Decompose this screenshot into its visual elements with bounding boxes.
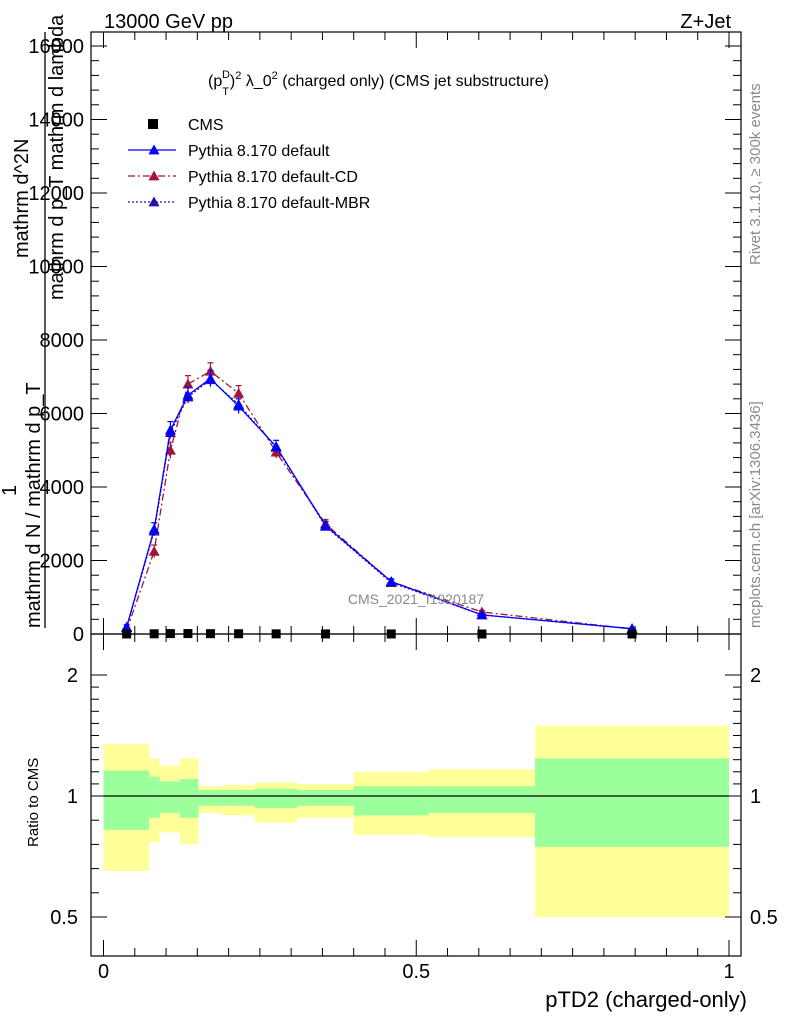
stat-uncertainty-band: [254, 788, 298, 809]
title-sup-2b: 2: [272, 70, 278, 82]
data-point-triangle: [204, 373, 216, 383]
process-label: Z+Jet: [680, 11, 731, 33]
legend-label: Pythia 8.170 default-MBR: [188, 195, 370, 212]
y-tick-label: 8000: [40, 330, 85, 352]
ratio-y-tick-label: 2: [67, 665, 78, 687]
legend: CMS Pythia 8.170 default Pythia 8.170 defa…: [128, 117, 370, 212]
y-label-prefactor-num: 1: [0, 485, 21, 496]
ratio-y-tick-label-right: 1: [750, 786, 761, 808]
stat-uncertainty-band: [198, 789, 223, 806]
title-sup-2a: 2: [235, 70, 241, 82]
y-label-numerator: mathrm d^2N: [11, 139, 33, 258]
data-point-triangle: [148, 545, 160, 556]
y-tick-label: 0: [73, 624, 84, 646]
title-sup-d: D: [222, 69, 230, 81]
title-close: ): [230, 73, 235, 90]
ratio-y-tick-label-right: 2: [750, 665, 761, 687]
y-tick-label: 14000: [28, 110, 84, 132]
y-tick-label: 12000: [28, 183, 84, 205]
y-tick-label: 2000: [40, 551, 85, 573]
data-point-triangle: [148, 523, 160, 534]
y-tick-label: 16000: [28, 36, 84, 58]
stat-uncertainty-band: [353, 786, 429, 816]
data-point-triangle: [164, 424, 176, 435]
legend-marker-triangle: [148, 196, 160, 207]
title-open: (p: [208, 73, 222, 90]
y-label-prefactor-den: mathrm d N / mathrm d p_T: [23, 382, 45, 628]
stat-uncertainty-band: [428, 786, 536, 813]
stat-uncertainty-band: [103, 770, 150, 830]
x-tick-label: 0: [98, 961, 109, 983]
legend-marker-triangle: [148, 170, 160, 181]
stat-uncertainty-band: [297, 789, 354, 806]
stat-uncertainty-band: [179, 779, 199, 818]
data-point-triangle: [270, 441, 282, 451]
legend-marker-square: [148, 119, 158, 129]
stat-uncertainty-band: [159, 781, 180, 813]
x-axis-label: pTD2 (charged-only): [545, 987, 747, 1012]
ratio-panel-axes: 0.5 0.5 1 1 2 2 0 0.5 1: [50, 633, 778, 983]
mcplots-reference-label: mcplots.cern.ch [arXiv:1306.3436]: [747, 401, 764, 628]
title-rest: (charged only) (CMS jet substructure): [278, 73, 549, 90]
y-tick-label: 4000: [40, 477, 85, 499]
ratio-y-tick-label: 1: [67, 786, 78, 808]
y-label-denominator: mathrm d p_T mathrm d lambda: [46, 14, 68, 300]
y-axis-label: mathrm d^2N mathrm d p_T mathrm d lambda…: [0, 14, 68, 628]
analysis-watermark: CMS_2021_I1920187: [348, 591, 484, 607]
data-point-triangle: [320, 520, 332, 530]
data-point-triangle: [121, 621, 133, 632]
stat-uncertainty-band: [149, 776, 160, 818]
legend-label: Pythia 8.170 default-CD: [188, 169, 358, 186]
x-tick-label: 0.5: [402, 961, 430, 983]
data-point-triangle: [233, 400, 245, 411]
ratio-y-tick-label: 0.5: [50, 907, 78, 929]
data-point-triangle: [182, 378, 194, 389]
y-tick-label: 6000: [40, 404, 85, 426]
stat-uncertainty-band: [222, 789, 255, 806]
ratio-y-tick-label-right: 0.5: [750, 907, 778, 929]
top-panel-axes: 0 2000 4000 6000 8000 10000 12000 14000 16000: [28, 31, 742, 646]
legend-label: CMS: [188, 117, 224, 134]
data-point-triangle: [476, 609, 488, 620]
ratio-panel-bands: [103, 725, 729, 917]
title-sub-t: T: [222, 86, 229, 98]
rivet-version-label: Rivet 3.1.10, ≥ 300k events: [747, 83, 764, 265]
stat-uncertainty-band: [535, 758, 729, 847]
plot-title: (pTD)2 λ_02 (charged only) (CMS jet subs…: [208, 69, 549, 98]
x-tick-label: 1: [723, 961, 734, 983]
data-point-triangle: [164, 444, 176, 455]
data-point-triangle: [182, 389, 194, 400]
y-tick-label: 10000: [28, 257, 84, 279]
data-point-triangle: [233, 387, 245, 398]
legend-label: Pythia 8.170 default: [188, 143, 330, 160]
legend-marker-triangle: [148, 144, 160, 155]
energy-label: 13000 GeV pp: [104, 11, 233, 33]
ratio-y-label: Ratio to CMS: [25, 758, 42, 847]
data-point-triangle: [385, 575, 397, 586]
title-lambda: λ_0: [241, 73, 271, 90]
